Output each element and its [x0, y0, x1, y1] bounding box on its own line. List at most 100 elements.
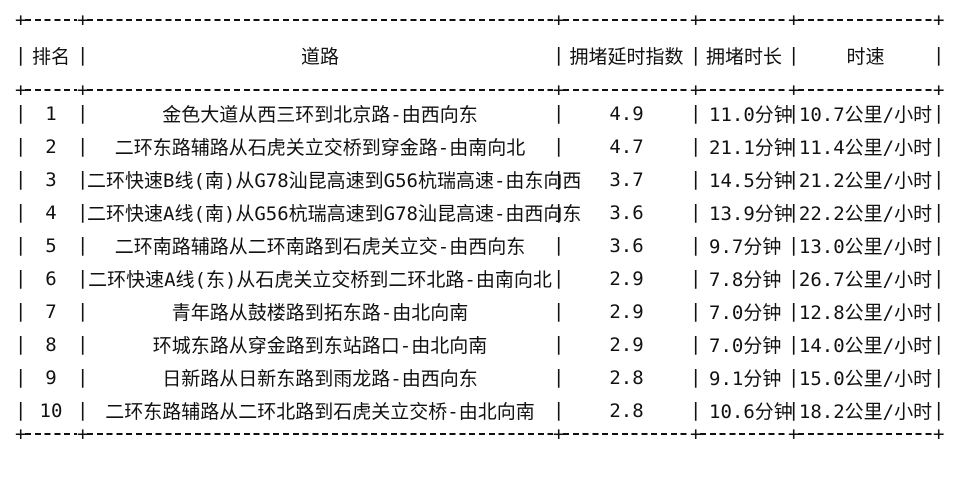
column-separator: | — [15, 333, 27, 355]
rank-cell: 4 — [45, 201, 57, 224]
speed-cell: 14.0公里/小时 — [798, 335, 933, 357]
column-separator: | — [15, 267, 27, 289]
duration-cell: 11.0分钟 — [709, 104, 793, 126]
column-separator: | — [788, 201, 800, 223]
header-rank: 排名 — [31, 45, 70, 68]
duration-cell: 9.7分钟 — [709, 236, 782, 258]
border-dash — [563, 427, 690, 441]
delay-index-cell: 4.9 — [609, 102, 644, 125]
column-separator: | — [15, 102, 27, 124]
duration-cell: 13.9分钟 — [709, 203, 793, 225]
road-cell: 二环南路辅路从二环南路到石虎关立交-由西向东 — [114, 236, 526, 258]
border-junction: + — [553, 422, 565, 445]
column-separator: | — [553, 168, 565, 190]
header-separator: + + + + + + — [15, 78, 945, 101]
border-dash — [798, 13, 933, 27]
speed-cell: 26.7公里/小时 — [798, 269, 933, 291]
table-row: | 1 | 金色大道从西三环到北京路-由西向东 | 4.9 | 11.0分钟 | 10.7公里/小… — [15, 97, 944, 130]
border-dash — [25, 427, 77, 441]
column-separator: | — [788, 135, 800, 157]
border-junction: + — [933, 422, 945, 445]
speed-cell: 22.2公里/小时 — [798, 203, 933, 225]
table-row: | 4 | 二环快速A线(南)从G56杭瑞高速到G78汕昆高速-由西向东 | 3.6 | 13… — [15, 196, 945, 229]
column-separator: | — [788, 234, 800, 256]
border-junction: + — [77, 78, 89, 101]
road-cell: 二环东路辅路从二环北路到石虎关立交桥-由北向南 — [105, 401, 535, 423]
column-separator: | — [77, 234, 89, 256]
column-separator: | — [77, 168, 89, 190]
border-dash — [563, 83, 690, 97]
delay-index-cell: 2.8 — [609, 399, 644, 422]
column-separator: | — [553, 399, 565, 421]
table-row: | 9 | 日新路从日新东路到雨龙路-由西向东 | 2.8 | 9.1分钟 | 15.0公里/小时… — [15, 361, 945, 394]
duration-cell: 21.1分钟 — [709, 137, 793, 159]
speed-cell: 13.0公里/小时 — [798, 236, 933, 258]
column-separator: | — [15, 399, 27, 421]
column-separator: | — [933, 300, 945, 322]
duration-cell: 7.8分钟 — [709, 269, 782, 291]
column-separator: | — [15, 234, 27, 256]
rank-cell: 9 — [45, 366, 57, 389]
column-separator: | — [933, 43, 945, 66]
table-row: | 7 | 青年路从鼓楼路到拓东路-由北向南 | 2.9 | 7.0分钟 | 12.8公里/小时 | — [15, 295, 945, 328]
table-row: | 3 | 二环快速B线(南)从G78汕昆高速到G56杭瑞高速-由东向西 | 3.7 | 14… — [15, 163, 944, 196]
border-junction: + — [553, 8, 565, 31]
column-separator: | — [15, 135, 27, 157]
border-junction: + — [15, 8, 27, 31]
column-separator: | — [933, 333, 945, 355]
road-cell: 二环东路辅路从石虎关立交桥到穿金路-由南向北 — [114, 137, 526, 159]
table-row: | 10 | 二环东路辅路从二环北路到石虎关立交桥-由北向南 | 2.8 | 10.6分钟 | 1… — [15, 394, 944, 427]
border-dash — [700, 13, 788, 27]
table-row: | 6 | 二环快速A线(东)从石虎关立交桥到二环北路-由南向北 | 2.9 | 7.8分钟 |… — [15, 262, 944, 295]
header-road: 道路 — [300, 45, 339, 68]
column-separator: | — [690, 102, 702, 124]
header-speed: 时速 — [846, 45, 885, 68]
column-separator: | — [933, 135, 945, 157]
column-separator: | — [788, 333, 800, 355]
delay-index-cell: 3.6 — [609, 201, 644, 224]
rank-cell: 3 — [45, 168, 57, 191]
speed-cell: 11.4公里/小时 — [798, 137, 933, 159]
column-separator: | — [553, 201, 565, 223]
duration-cell: 9.1分钟 — [709, 368, 782, 390]
column-separator: | — [15, 366, 27, 388]
column-separator: | — [77, 366, 89, 388]
road-cell: 二环快速A线(南)从G56杭瑞高速到G78汕昆高速-由西向东 — [87, 203, 582, 225]
table-row: | 2 | 二环东路辅路从石虎关立交桥到穿金路-由南向北 | 4.7 | 21.1分钟 | 11.… — [15, 130, 945, 163]
rank-cell: 5 — [45, 234, 57, 257]
speed-cell: 12.8公里/小时 — [798, 302, 933, 324]
road-cell: 二环快速A线(东)从石虎关立交桥到二环北路-由南向北 — [88, 269, 552, 291]
rank-cell: 6 — [45, 267, 57, 290]
column-separator: | — [690, 234, 702, 256]
road-cell: 青年路从鼓楼路到拓东路-由北向南 — [171, 302, 469, 324]
rank-cell: 10 — [39, 399, 63, 422]
border-junction: + — [933, 78, 945, 101]
rank-cell: 8 — [45, 333, 57, 356]
speed-cell: 10.7公里/小时 — [798, 104, 933, 126]
column-separator: | — [553, 267, 565, 289]
duration-cell: 14.5分钟 — [709, 170, 793, 192]
header-delay-index: 拥堵延时指数 — [569, 45, 684, 68]
column-separator: | — [933, 366, 945, 388]
column-separator: | — [788, 168, 800, 190]
rank-cell: 7 — [45, 300, 57, 323]
border-junction: + — [788, 8, 800, 31]
column-separator: | — [690, 135, 702, 157]
duration-cell: 7.0分钟 — [709, 302, 782, 324]
border-dash — [25, 83, 77, 97]
speed-cell: 18.2公里/小时 — [798, 401, 933, 423]
column-separator: | — [933, 201, 945, 223]
column-separator: | — [553, 366, 565, 388]
column-separator: | — [553, 43, 565, 66]
border-junction: + — [690, 78, 702, 101]
column-separator: | — [690, 300, 702, 322]
border-dash — [563, 13, 690, 27]
table-border-bottom: + + + + + + — [15, 422, 945, 445]
column-separator: | — [553, 234, 565, 256]
border-dash — [798, 427, 933, 441]
border-junction: + — [15, 422, 27, 445]
border-junction: + — [77, 8, 89, 31]
duration-cell: 10.6分钟 — [709, 401, 793, 423]
border-junction: + — [690, 8, 702, 31]
border-dash — [700, 427, 788, 441]
